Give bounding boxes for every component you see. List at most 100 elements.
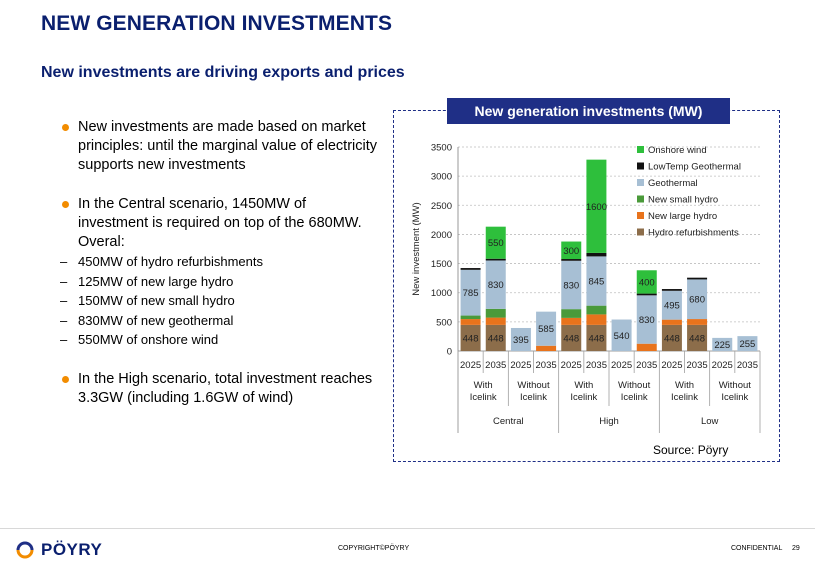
company-logo: PÖYRY <box>14 540 102 560</box>
bar-segment <box>510 327 531 351</box>
bar-segment <box>687 319 708 325</box>
sub-bullet-text: 550MW of onshore wind <box>78 332 219 347</box>
sub-bullet-item: –550MW of onshore wind <box>60 332 219 347</box>
bar-segment <box>561 241 582 260</box>
page-title: NEW GENERATION INVESTMENTS <box>41 12 393 35</box>
bar-segment <box>661 319 682 325</box>
x-tick-label: 2035 <box>636 360 657 371</box>
bar-segment <box>561 317 582 325</box>
sub-bullet-item: –830MW of new geothermal <box>60 312 234 328</box>
bar-segment <box>460 319 481 325</box>
poyry-logo-icon <box>16 541 34 559</box>
bar-segment <box>661 324 682 351</box>
sub-bullet-text: 830MW of new geothermal <box>78 312 234 328</box>
data-label: 448 <box>664 333 680 344</box>
bullet-text: New investments are made based on market… <box>78 119 377 173</box>
chart-title: New generation investments (MW) <box>447 98 730 124</box>
legend-label: New small hydro <box>648 195 718 206</box>
x-subgroup-label: Without <box>517 380 550 391</box>
bar-segment <box>561 309 582 318</box>
x-group-label: Low <box>701 416 719 427</box>
bar-segment <box>687 279 708 320</box>
data-label: 448 <box>689 333 705 344</box>
x-subgroup-label: With <box>675 380 694 391</box>
bar-segment <box>561 260 582 310</box>
data-label: 830 <box>563 280 579 291</box>
bar-segment <box>586 159 607 253</box>
bar-segment <box>661 290 682 320</box>
bar-segment <box>460 269 481 316</box>
data-label: 448 <box>463 333 479 344</box>
bar-segment <box>485 258 506 261</box>
sub-bullet-item: –450MW of hydro refurbishments <box>60 254 263 269</box>
legend-label: Hydro refurbishments <box>648 228 739 239</box>
x-subgroup-label: Without <box>618 380 651 391</box>
bullet-item: New investments are made based on market… <box>60 118 380 175</box>
y-tick-label: 2500 <box>431 201 452 212</box>
x-group-label: High <box>599 416 619 427</box>
sub-bullet-item: –125MW of new large hydro <box>60 273 234 289</box>
data-label: 300 <box>563 246 579 257</box>
bar-segment <box>485 324 506 351</box>
page-number: 29 <box>792 545 800 552</box>
legend-swatch <box>637 146 644 153</box>
x-tick-label: 2025 <box>510 360 531 371</box>
data-label: 400 <box>639 277 655 288</box>
bar-segment <box>460 315 481 320</box>
x-tick-label: 2025 <box>611 360 632 371</box>
bar-segment <box>586 324 607 351</box>
y-axis-title: New investment (MW) <box>411 202 422 295</box>
legend-swatch <box>637 162 644 170</box>
bar-segment <box>687 277 708 280</box>
legend-swatch <box>637 212 644 219</box>
bar-segment <box>561 324 582 351</box>
data-label: 830 <box>488 280 504 291</box>
bar-segment <box>737 336 758 351</box>
y-tick-label: 1500 <box>431 259 452 270</box>
x-subgroup-label: Icelink <box>570 392 597 403</box>
y-tick-label: 500 <box>436 317 452 328</box>
sub-bullet-item: –150MW of new small hydro <box>60 293 235 308</box>
data-label: 255 <box>739 339 755 350</box>
bar-segment <box>586 252 607 257</box>
logo-text: PÖYRY <box>41 540 103 559</box>
sub-bullet-text: 450MW of hydro refurbishments <box>78 254 263 269</box>
confidential-label: CONFIDENTIAL <box>731 545 783 552</box>
copyright-text: COPYRIGHT©PÖYRY <box>338 545 410 552</box>
x-subgroup-label: Icelink <box>721 392 748 403</box>
bullet-dot-icon <box>62 375 69 383</box>
bar-segment <box>485 260 506 309</box>
data-label: 395 <box>513 335 529 346</box>
x-group-label: Central <box>493 416 524 427</box>
bar-segment <box>586 314 607 325</box>
x-tick-label: 2025 <box>561 360 582 371</box>
sub-bullet-text: 150MW of new small hydro <box>78 293 235 308</box>
bullet-list: New investments are made based on market… <box>60 118 380 408</box>
bar-segment <box>712 337 733 351</box>
legend-label: LowTemp Geothermal <box>648 162 741 173</box>
page-subtitle: New investments are driving exports and … <box>41 64 405 81</box>
data-label: 448 <box>588 333 604 344</box>
bar-segment <box>485 308 506 318</box>
data-label: 448 <box>488 333 504 344</box>
x-tick-label: 2025 <box>661 360 682 371</box>
bar-segment <box>460 324 481 351</box>
source-note: Source: Pöyry <box>653 443 729 457</box>
y-tick-label: 0 <box>447 347 452 358</box>
x-subgroup-label: Icelink <box>470 392 497 403</box>
y-tick-label: 3000 <box>431 172 452 183</box>
bullet-text: In the High scenario, total investment r… <box>78 370 373 406</box>
y-tick-label: 3500 <box>431 143 452 154</box>
bar-segment <box>561 259 582 261</box>
bar-segment <box>586 256 607 306</box>
bar-segment <box>661 289 682 291</box>
x-tick-label: 2035 <box>687 360 708 371</box>
x-subgroup-label: Icelink <box>671 392 698 403</box>
bar-segment <box>636 295 657 344</box>
data-label: 845 <box>588 277 604 288</box>
footer-divider <box>0 528 815 529</box>
bar-segment <box>586 305 607 315</box>
x-subgroup-label: With <box>574 380 593 391</box>
bar-segment <box>485 317 506 325</box>
x-tick-label: 2035 <box>737 360 758 371</box>
